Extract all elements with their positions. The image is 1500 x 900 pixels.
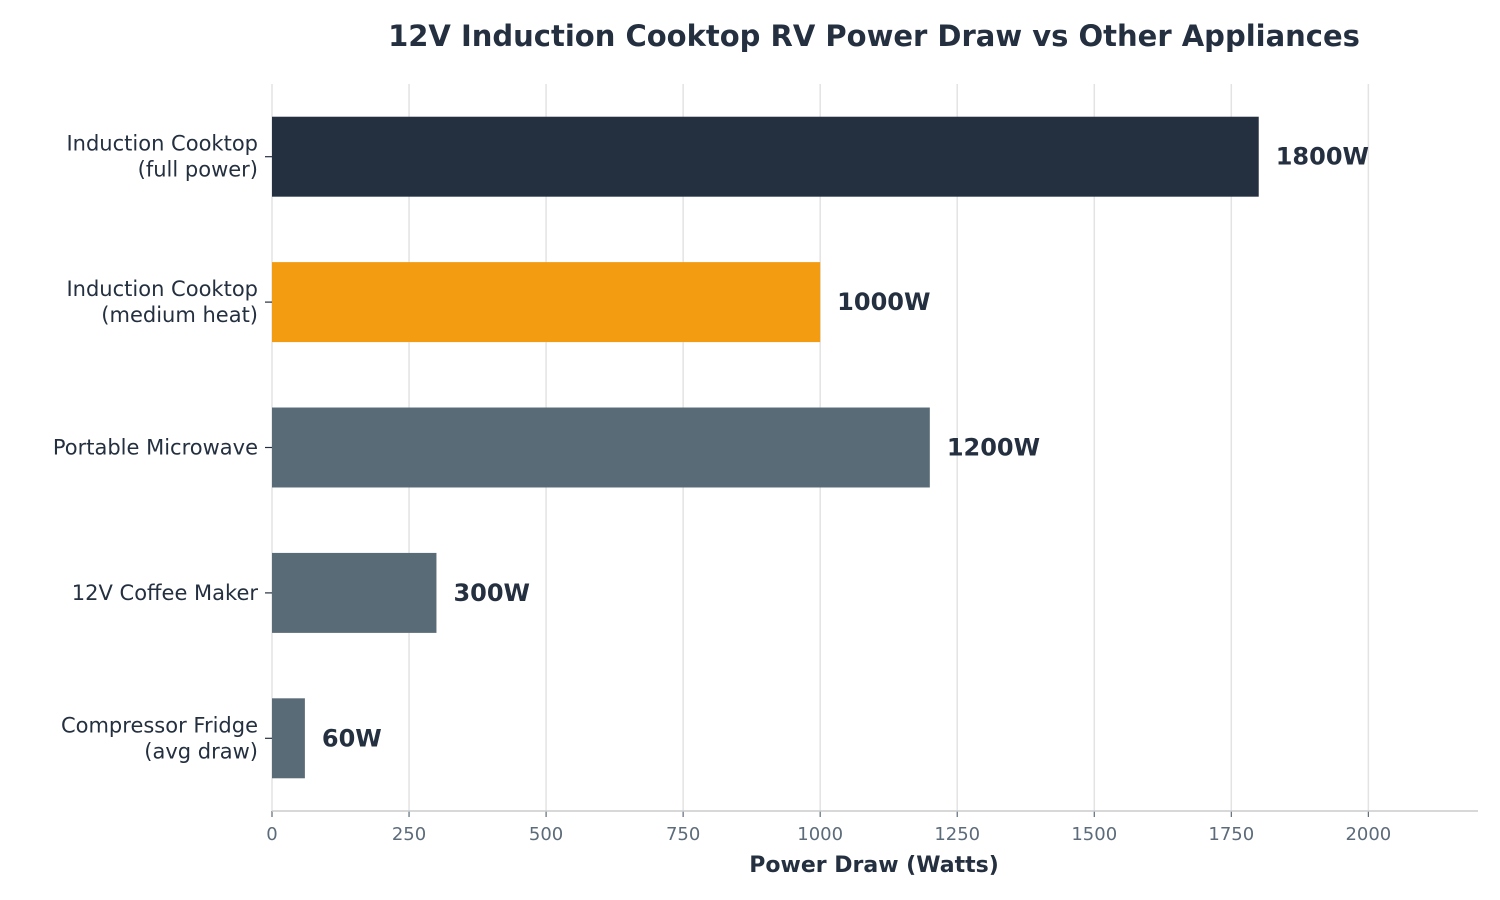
x-tick-label-2000: 2000	[1345, 824, 1391, 845]
bars	[272, 116, 1259, 779]
data-label-3: 300W	[453, 579, 530, 607]
x-tick-label-1500: 1500	[1071, 824, 1117, 845]
x-tick-label-1250: 1250	[934, 824, 980, 845]
x-axis-title: Power Draw (Watts)	[749, 853, 999, 878]
y-axis-category-labels: Induction Cooktop (full power) Induction C…	[53, 132, 272, 763]
chart-title: 12V Induction Cooktop RV Power Draw vs O…	[388, 19, 1360, 53]
x-tick-label-500: 500	[529, 824, 563, 845]
x-axis: 0 250 500 750 1000 1250 1500 1750 2000	[266, 810, 1478, 845]
bar-2	[272, 407, 930, 488]
x-tick-label-1750: 1750	[1208, 824, 1254, 845]
category-label-1: Induction Cooktop (medium heat)	[66, 277, 258, 327]
category-label-4: Compressor Fridge (avg draw)	[61, 713, 258, 763]
data-label-2: 1200W	[947, 434, 1040, 462]
x-tick-label-0: 0	[266, 824, 277, 845]
x-tick-label-1000: 1000	[797, 824, 843, 845]
data-label-0: 1800W	[1276, 143, 1369, 171]
category-label-3: 12V Coffee Maker	[72, 581, 259, 605]
x-tick-label-250: 250	[392, 824, 426, 845]
bar-3	[272, 552, 437, 633]
bar-4	[272, 698, 305, 779]
data-labels: 1800W 1000W 1200W 300W 60W	[322, 143, 1369, 753]
category-label-0: Induction Cooktop (full power)	[66, 132, 258, 182]
bar-0	[272, 116, 1259, 197]
x-tick-label-750: 750	[666, 824, 700, 845]
data-label-1: 1000W	[837, 288, 930, 316]
bar-1	[272, 262, 821, 343]
category-label-2: Portable Microwave	[53, 436, 258, 460]
data-label-4: 60W	[322, 724, 382, 752]
